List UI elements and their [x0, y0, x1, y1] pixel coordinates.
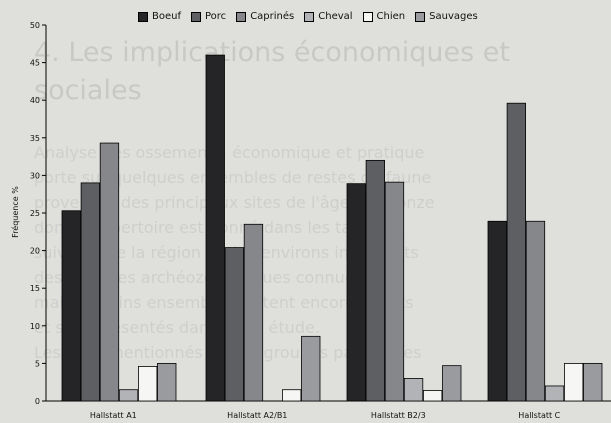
legend-swatch	[304, 11, 315, 22]
legend-item-boeuf: Boeuf	[138, 11, 181, 22]
bars-group	[61, 54, 603, 402]
bar-porc-1	[80, 182, 100, 402]
legend-label: Boeuf	[152, 11, 181, 22]
y-tick-label: 40	[30, 96, 40, 105]
y-tick-label: 35	[30, 134, 40, 143]
legend-swatch	[362, 11, 373, 22]
bar-porc-4	[506, 102, 527, 402]
bar-chien-1	[137, 366, 158, 402]
y-tick-label: 0	[35, 397, 40, 406]
bar-sauvages-1	[157, 362, 177, 402]
y-axis-label: Fréquence %	[10, 186, 20, 238]
legend-item-sauvages: Sauvages	[415, 11, 478, 22]
chart-legend: Boeuf Porc Caprinés Cheval Chien Sauvages	[138, 11, 488, 22]
legend-label: Porc	[205, 11, 227, 22]
bar-sauvages-3	[442, 365, 462, 402]
legend-label: Chien	[376, 11, 406, 22]
bar-boeuf-4	[487, 220, 507, 402]
y-tick-label: 5	[35, 359, 40, 368]
bar-cheval-1	[118, 389, 139, 402]
bar-sauvages-4	[583, 362, 603, 402]
legend-item-cheval: Cheval	[304, 11, 353, 22]
y-tick-label: 10	[30, 322, 40, 331]
y-tick-label: 50	[30, 21, 40, 30]
legend-swatch	[415, 11, 426, 22]
legend-label: Sauvages	[429, 11, 478, 22]
y-tick-label: 25	[30, 209, 40, 218]
bar-caprin-s-2	[243, 223, 264, 402]
bar-boeuf-1	[61, 210, 81, 402]
bar-caprin-s-3	[384, 181, 405, 402]
x-category-label: Hallstatt A2/B1	[227, 411, 287, 420]
bar-cheval-3	[403, 378, 424, 402]
bar-porc-2	[224, 247, 245, 402]
bar-boeuf-3	[346, 183, 366, 402]
legend-item-caprin-s: Caprinés	[236, 11, 294, 22]
bar-boeuf-2	[205, 54, 225, 402]
y-tick-label: 20	[30, 247, 40, 256]
legend-item-chien: Chien	[362, 11, 406, 22]
bar-cheval-4	[544, 385, 565, 402]
bar-porc-3	[365, 159, 386, 402]
bar-chien-4	[564, 362, 584, 402]
bar-caprin-s-1	[99, 142, 120, 402]
legend-label: Cheval	[318, 11, 353, 22]
x-category-label: Hallstatt C	[518, 411, 560, 420]
legend-swatch	[138, 11, 148, 22]
legend-item-porc: Porc	[191, 11, 226, 22]
bar-sauvages-2	[301, 335, 321, 402]
y-tick-label: 30	[30, 171, 40, 180]
y-tick-label: 45	[30, 59, 40, 68]
legend-swatch	[191, 11, 201, 22]
bar-chien-2	[281, 389, 302, 402]
bar-chien-3	[422, 390, 443, 402]
y-tick-label: 15	[30, 284, 40, 293]
bar-caprin-s-4	[525, 220, 546, 402]
x-category-label: Hallstatt B2/3	[371, 411, 426, 420]
x-category-label: Hallstatt A1	[90, 411, 137, 420]
x-axis-labels: Hallstatt A1 Hallstatt A2/B1 Hallstatt B2/…	[90, 411, 561, 420]
legend-label: Caprinés	[250, 11, 295, 22]
legend-swatch	[236, 11, 247, 22]
